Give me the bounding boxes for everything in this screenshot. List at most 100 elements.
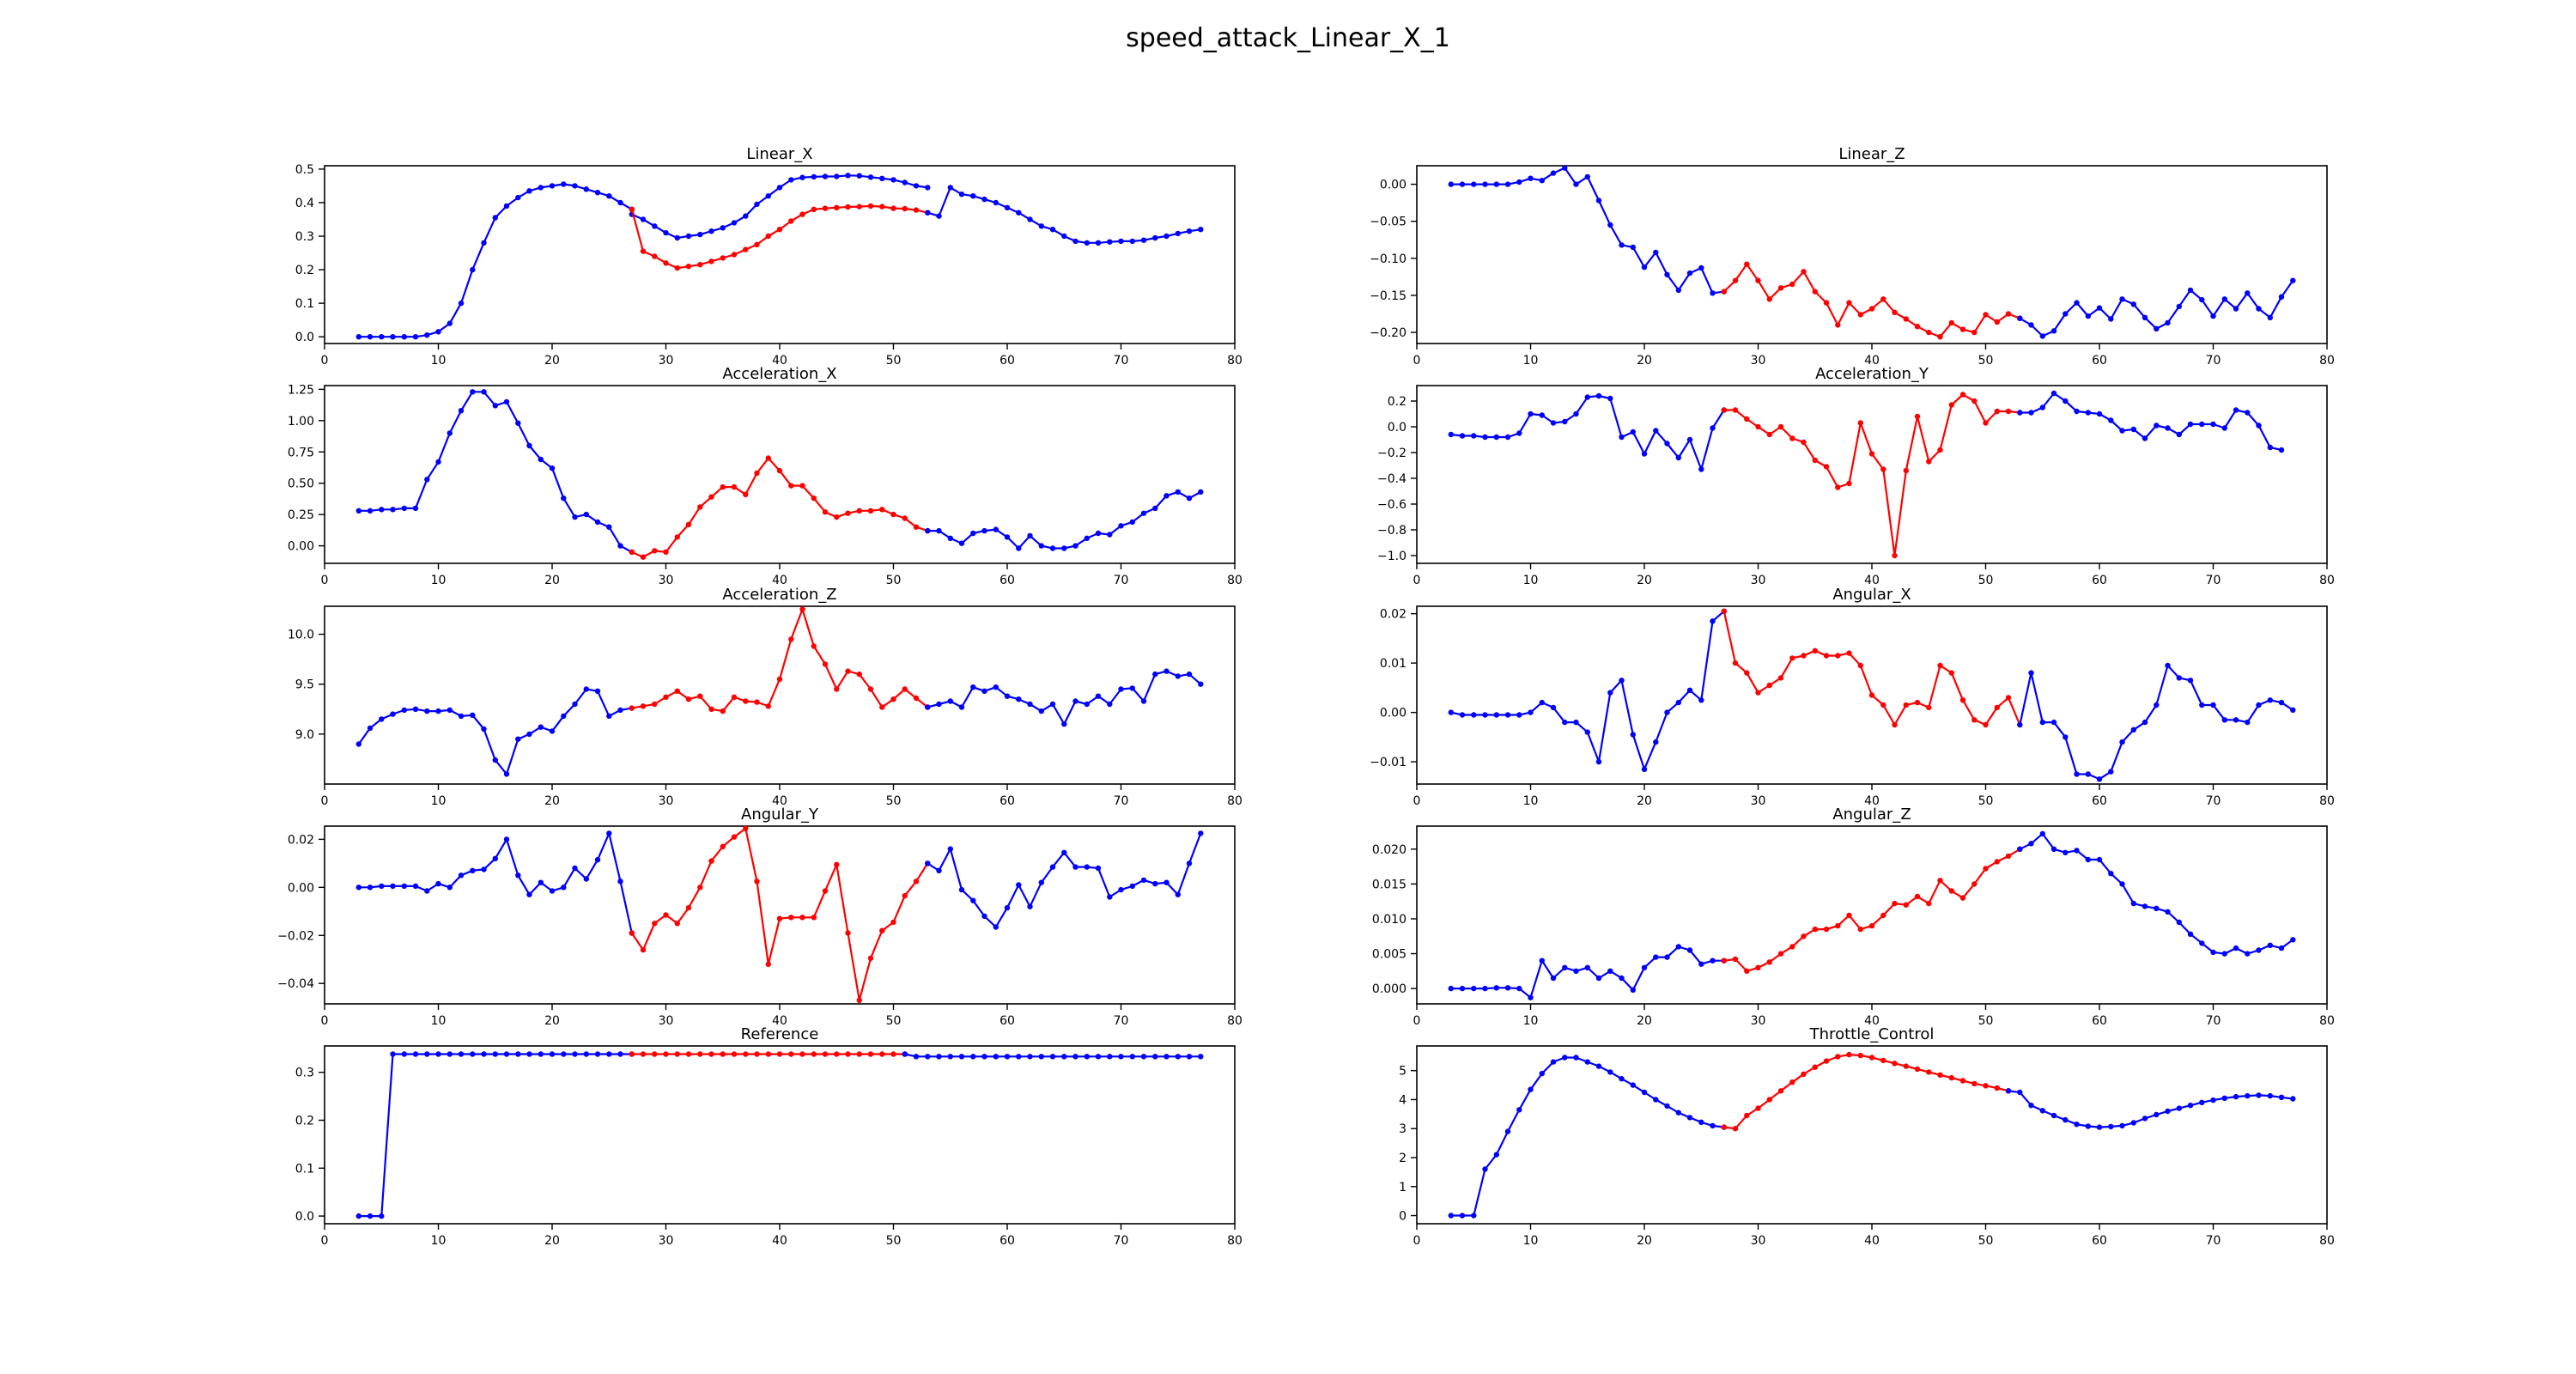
attack-series-point <box>1868 451 1875 457</box>
normal-series-point <box>379 883 385 890</box>
y-tick-label: 0.3 <box>295 1067 314 1080</box>
normal-series-point <box>1448 431 1455 438</box>
attack-series-point <box>754 241 760 247</box>
x-tick-label: 10 <box>1523 354 1539 368</box>
normal-series-point <box>379 334 385 340</box>
overlay-series-point <box>822 173 829 179</box>
normal-series-point <box>1004 204 1011 210</box>
attack-series-point <box>697 693 703 699</box>
attack-series-point <box>1926 329 1932 336</box>
attack-series-point <box>1812 457 1818 464</box>
attack-series-point <box>1914 324 1921 330</box>
normal-series-line <box>2020 392 2282 452</box>
attack-series-point <box>1744 968 1750 975</box>
attack-series-point <box>765 455 771 461</box>
normal-series-point <box>1038 1054 1045 1060</box>
normal-series-point <box>993 1054 999 1060</box>
normal-series-point <box>1072 698 1078 704</box>
attack-series-point <box>640 554 647 560</box>
normal-series-point <box>1539 412 1546 418</box>
attack-series-point <box>1755 423 1761 430</box>
x-tick-label: 30 <box>1751 794 1766 808</box>
y-tick-label: 0.02 <box>1380 608 1406 622</box>
normal-series-point <box>2245 410 2251 416</box>
attack-series-point <box>776 1051 783 1057</box>
normal-series-point <box>1129 883 1136 890</box>
subplot-linear_z: Linear_Z 0 10 20 30 40 50 60 70 80 0.00 −0.05 −0.10 −… <box>1370 145 2335 368</box>
normal-series-point <box>617 1051 623 1057</box>
normal-series-point <box>1607 1069 1613 1075</box>
attack-series-point <box>890 919 896 926</box>
normal-series-point <box>1630 1082 1637 1088</box>
attack-series-point <box>674 1051 680 1057</box>
attack-series-point <box>1903 467 1909 474</box>
normal-series-point <box>1528 994 1534 1000</box>
normal-series-point <box>2165 319 2171 326</box>
normal-series-point <box>470 712 476 718</box>
y-tick-label: 9.5 <box>295 678 314 692</box>
attack-series-point <box>799 211 805 217</box>
normal-series-point <box>367 885 374 891</box>
normal-series-line <box>1450 1056 1724 1217</box>
x-tick-label: 70 <box>1114 354 1129 368</box>
normal-series-line <box>358 1053 632 1218</box>
y-tick-label: 0.00 <box>1380 179 1406 192</box>
normal-series-point <box>1619 1076 1625 1082</box>
normal-series-line <box>2019 832 2293 955</box>
normal-series-point <box>2267 314 2273 320</box>
attack-series-point <box>1994 408 2000 415</box>
attack-series-point <box>856 1051 862 1057</box>
normal-series-point <box>970 1054 976 1060</box>
normal-series-point <box>367 508 374 514</box>
normal-series-point <box>2005 1088 2012 1094</box>
overlay-series-point <box>754 201 760 208</box>
normal-series-point <box>1595 198 1602 204</box>
x-tick-label: 0 <box>321 1234 329 1248</box>
attack-series-point <box>1903 702 1909 708</box>
attack-series-point <box>1721 958 1728 964</box>
normal-series-point <box>526 731 532 738</box>
x-tick-label: 60 <box>2092 1014 2107 1028</box>
normal-series-point <box>424 477 430 483</box>
attack-series-point <box>1926 900 1932 907</box>
normal-series-point <box>583 876 589 882</box>
attack-series-point <box>708 858 714 864</box>
attack-series-point <box>629 1051 635 1057</box>
normal-series-point <box>1664 271 1670 277</box>
normal-series-point <box>2176 675 2182 681</box>
x-tick-label: 50 <box>886 574 902 587</box>
normal-series-point <box>2119 428 2125 434</box>
attack-series-point <box>1971 398 1978 404</box>
attack-series-point <box>834 1051 840 1057</box>
attack-series-point <box>1983 312 1989 318</box>
y-tick-label: 0.4 <box>295 197 314 210</box>
x-tick-label: 20 <box>544 574 560 587</box>
x-tick-label: 20 <box>1637 1234 1652 1248</box>
x-tick-label: 70 <box>2206 574 2221 587</box>
normal-series-point <box>936 867 942 873</box>
x-tick-label: 80 <box>2319 574 2335 587</box>
axes-frame <box>1416 165 2328 344</box>
normal-series-point <box>1641 264 1648 271</box>
attack-series-point <box>743 698 749 704</box>
x-tick-label: 80 <box>1227 574 1242 587</box>
attack-series-point <box>1777 675 1784 681</box>
attack-series-point <box>867 686 874 692</box>
attack-series-point <box>640 248 647 254</box>
normal-series-point <box>1710 425 1716 431</box>
attack-series-point <box>913 207 920 213</box>
normal-series-point <box>993 684 999 690</box>
attack-series-point <box>663 260 669 266</box>
attack-series-point <box>1755 277 1761 283</box>
x-tick-label: 20 <box>544 794 560 808</box>
normal-series-point <box>435 329 441 335</box>
normal-series-point <box>947 698 954 704</box>
normal-series-point <box>1528 175 1534 181</box>
y-tick-label: −0.04 <box>277 977 314 991</box>
normal-series-point <box>1016 545 1022 551</box>
normal-series-point <box>1049 227 1056 233</box>
normal-series-point <box>2085 1123 2091 1129</box>
overlay-series-point <box>685 233 692 240</box>
x-tick-label: 50 <box>886 1014 902 1028</box>
attack-series-point <box>1994 1085 2000 1091</box>
